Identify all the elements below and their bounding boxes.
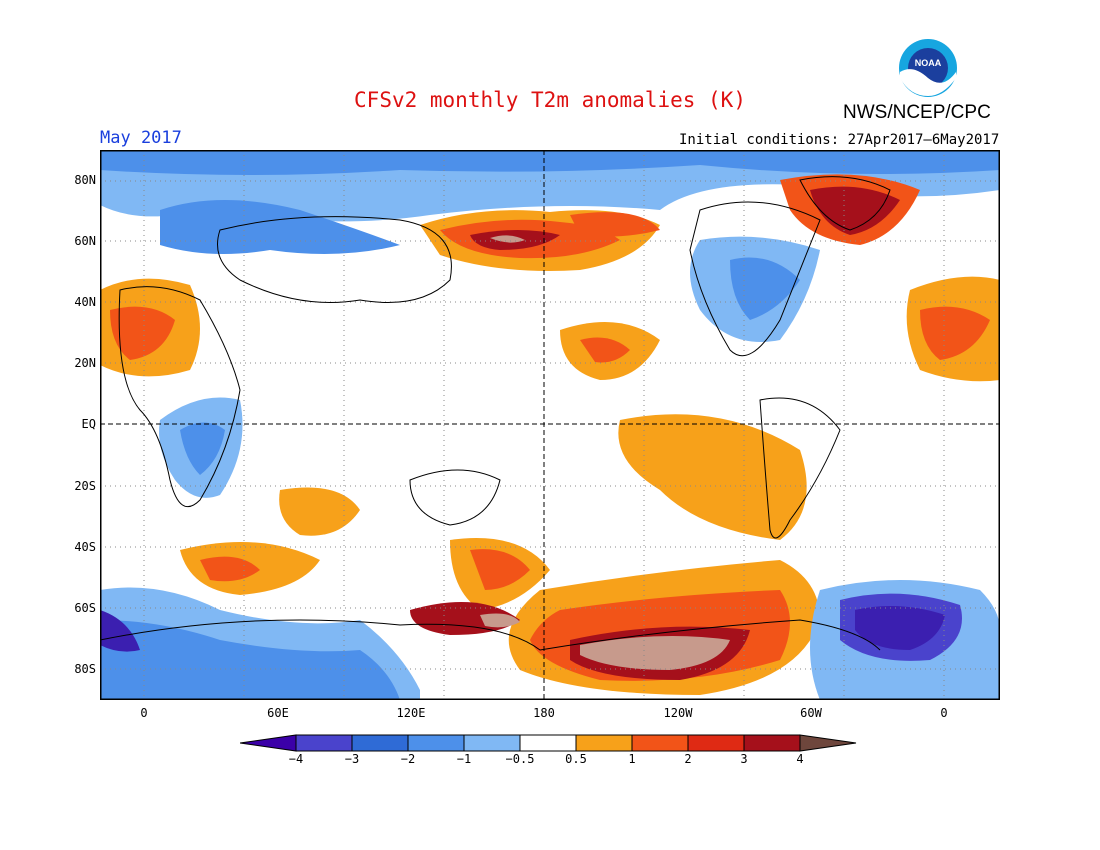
- lat-label: 40N: [74, 295, 96, 309]
- colorbar-box: [519, 734, 577, 752]
- africa-cold-anomaly: [159, 397, 243, 498]
- southern-ocean-warm-anomaly: [410, 538, 820, 695]
- lon-label: 0: [140, 706, 148, 720]
- lat-label: 40S: [74, 540, 96, 554]
- lat-label: 20N: [74, 356, 96, 370]
- lat-label: 60S: [74, 601, 96, 615]
- colorbar-box: [407, 734, 465, 752]
- colorbar-box: [743, 734, 801, 752]
- colorbar-label: 3: [740, 752, 748, 766]
- lat-label: 80N: [74, 173, 96, 187]
- colorbar-label: 0.5: [565, 752, 587, 766]
- colorbar-box: [687, 734, 745, 752]
- colorbar-label: −4: [288, 752, 304, 766]
- pacific-warm-anomaly: [180, 322, 807, 595]
- colorbar-arrow-low: [240, 734, 297, 752]
- antarctic-cold-anomaly: [100, 580, 1000, 700]
- colorbar-box: [631, 734, 689, 752]
- colorbar: [240, 734, 857, 752]
- lat-label: 80S: [74, 662, 96, 676]
- map-gridlines: [100, 150, 1000, 700]
- siberia-warm-anomaly: [420, 210, 660, 271]
- map-title: CFSv2 monthly T2m anomalies (K): [354, 88, 746, 112]
- lon-label: 180: [533, 706, 555, 720]
- noaa-logo: NOAA: [898, 38, 958, 98]
- colorbar-label: 2: [684, 752, 692, 766]
- colorbar-label: −2: [400, 752, 416, 766]
- colorbar-label: −1: [456, 752, 472, 766]
- north-america-cold-anomaly: [690, 236, 820, 342]
- colorbar-box: [463, 734, 521, 752]
- lon-label: 0: [940, 706, 948, 720]
- agency-label: NWS/NCEP/CPC: [843, 102, 991, 123]
- colorbar-box: [575, 734, 633, 752]
- lat-label: 60N: [74, 234, 96, 248]
- coastlines: [100, 176, 891, 651]
- lat-label: EQ: [81, 417, 96, 431]
- colorbar-box: [351, 734, 409, 752]
- month-label: May 2017: [100, 128, 182, 148]
- colorbar-label: −0.5: [505, 752, 535, 766]
- lon-label: 120W: [663, 706, 693, 720]
- map-frame: [100, 150, 1000, 700]
- equator-dateline: [100, 150, 1000, 700]
- lon-label: 120E: [396, 706, 426, 720]
- greenland-warm-anomaly: [780, 174, 920, 245]
- colorbar-box: [295, 734, 353, 752]
- sahara-warm-anomaly: [100, 276, 1000, 382]
- colorbar-label: 4: [796, 752, 804, 766]
- lon-label: 60E: [267, 706, 289, 720]
- anomaly-map: [100, 150, 1000, 700]
- initial-conditions-label: Initial conditions: 27Apr2017–6May2017: [679, 132, 1000, 148]
- lon-label: 60W: [800, 706, 822, 720]
- colorbar-label: −3: [344, 752, 360, 766]
- colorbar-arrow-high: [799, 734, 857, 752]
- colorbar-label: 1: [628, 752, 636, 766]
- lat-label: 20S: [74, 479, 96, 493]
- logo-text: NOAA: [915, 58, 942, 68]
